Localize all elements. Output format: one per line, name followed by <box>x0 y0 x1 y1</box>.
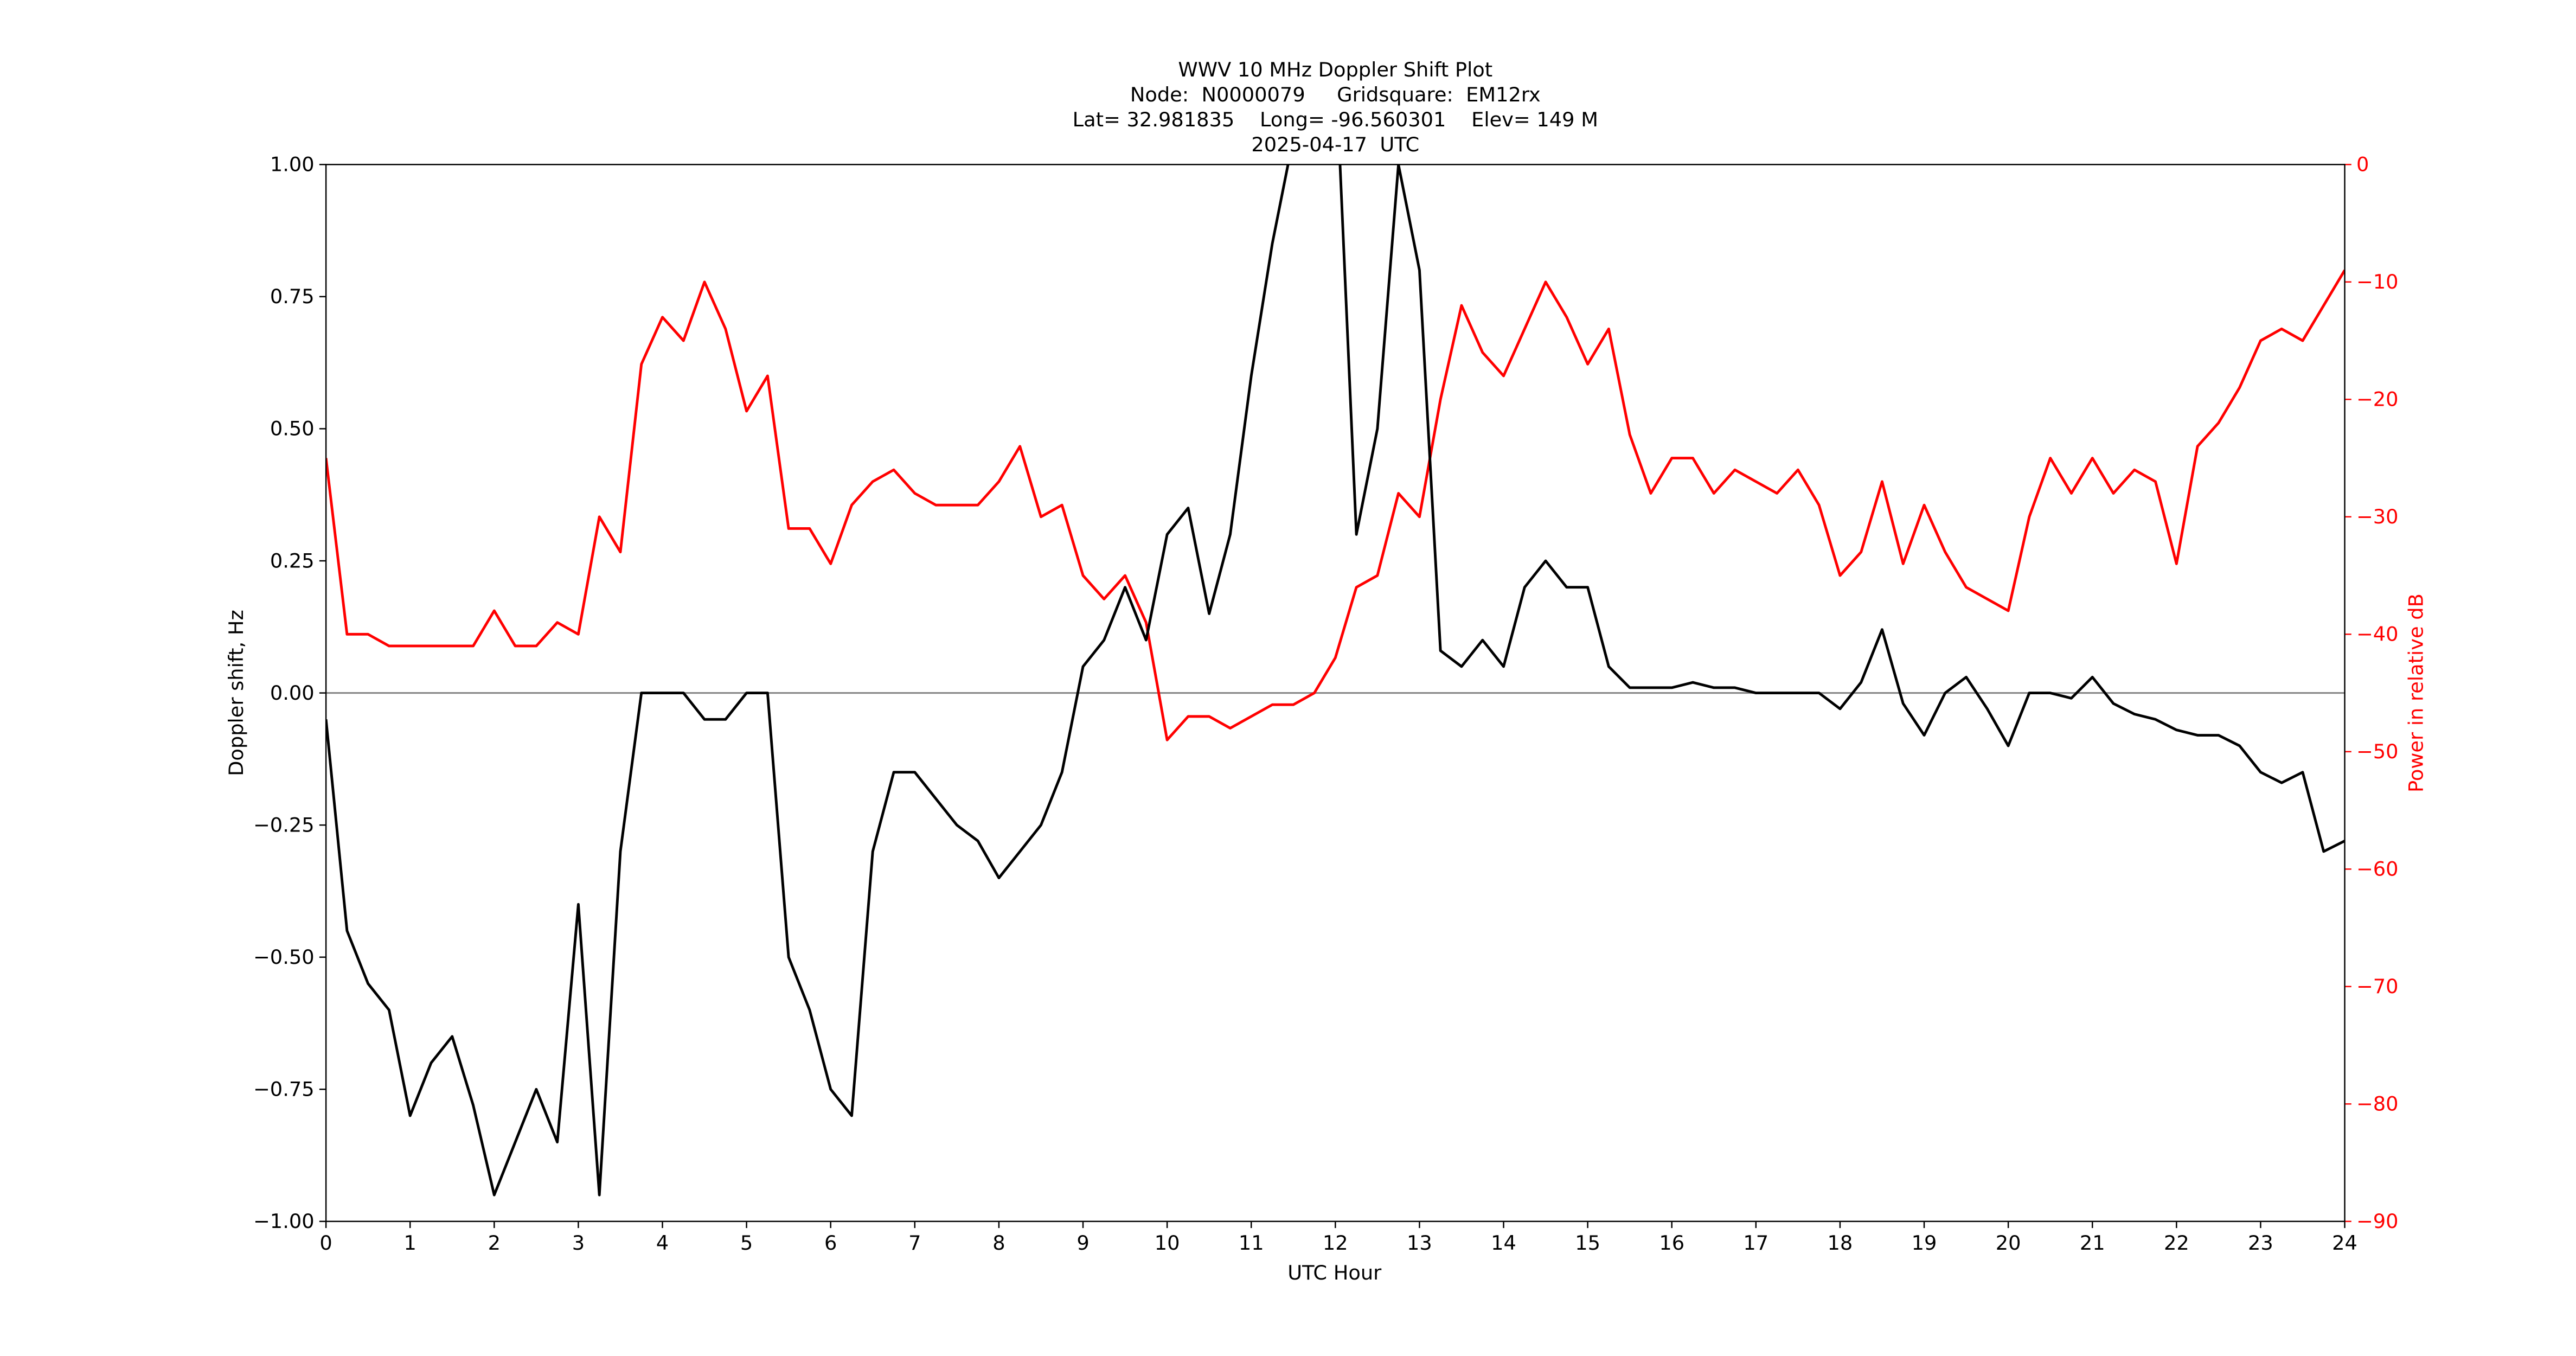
x-tick-label: 3 <box>572 1231 585 1255</box>
y-tick-label: 0.25 <box>270 549 315 572</box>
x-tick-label: 2 <box>488 1231 501 1255</box>
y2-tick-label: −80 <box>2356 1092 2399 1116</box>
y-tick-label: −0.25 <box>253 813 315 836</box>
x-tick-label: 11 <box>1239 1231 1264 1255</box>
chart-title: 2025-04-17 UTC <box>1251 133 1419 156</box>
x-tick-label: 6 <box>824 1231 837 1255</box>
x-tick-label: 24 <box>2332 1231 2357 1255</box>
x-tick-label: 4 <box>656 1231 669 1255</box>
x-tick-label: 15 <box>1575 1231 1600 1255</box>
x-tick-label: 8 <box>992 1231 1005 1255</box>
chart-title: WWV 10 MHz Doppler Shift Plot <box>1178 58 1492 81</box>
x-tick-label: 20 <box>1996 1231 2021 1255</box>
data-line <box>326 164 2345 1197</box>
y2-tick-label: −60 <box>2356 858 2399 881</box>
chart-title: Node: N0000079 Gridsquare: EM12rx <box>1130 83 1541 106</box>
x-tick-label: 5 <box>740 1231 753 1255</box>
data-line <box>326 269 2345 741</box>
x-tick-label: 1 <box>404 1231 416 1255</box>
y2-tick-label: −20 <box>2356 388 2399 411</box>
x-tick-label: 10 <box>1155 1231 1180 1255</box>
x-tick-label: 17 <box>1743 1231 1768 1255</box>
y-tick-label: 0.00 <box>270 681 315 705</box>
x-tick-label: 22 <box>2164 1231 2189 1255</box>
x-tick-label: 14 <box>1491 1231 1516 1255</box>
y-tick-label: 0.75 <box>270 285 315 308</box>
x-tick-label: 9 <box>1076 1231 1089 1255</box>
x-tick-label: 13 <box>1407 1231 1432 1255</box>
x-tick-label: 0 <box>319 1231 332 1255</box>
x-tick-label: 19 <box>1912 1231 1937 1255</box>
x-tick-label: 18 <box>1828 1231 1853 1255</box>
y2-tick-label: 0 <box>2356 153 2369 176</box>
y2-tick-label: −50 <box>2356 740 2399 763</box>
y2-tick-label: −90 <box>2356 1210 2399 1233</box>
plot-area <box>326 164 2345 1197</box>
y-tick-label: −0.75 <box>253 1078 315 1101</box>
x-tick-label: 21 <box>2080 1231 2105 1255</box>
y-tick-label: 0.50 <box>270 417 315 440</box>
y2-tick-label: −40 <box>2356 623 2399 646</box>
y2-tick-label: −70 <box>2356 975 2399 998</box>
y-tick-label: 1.00 <box>270 153 315 176</box>
chart-title: Lat= 32.981835 Long= -96.560301 Elev= 14… <box>1073 108 1598 131</box>
y-tick-label: −0.50 <box>253 945 315 969</box>
y2-tick-label: −10 <box>2356 270 2399 293</box>
x-tick-label: 16 <box>1659 1231 1684 1255</box>
x-tick-label: 7 <box>908 1231 921 1255</box>
x-axis-label: UTC Hour <box>1287 1261 1382 1284</box>
y-axis-label: Doppler shift, Hz <box>225 610 248 776</box>
plot-frame <box>325 164 2346 1223</box>
y2-axis-label: Power in relative dB <box>2405 593 2428 792</box>
x-tick-label: 12 <box>1323 1231 1348 1255</box>
x-tick-label: 23 <box>2248 1231 2273 1255</box>
y2-tick-label: −30 <box>2356 505 2399 528</box>
y-tick-label: −1.00 <box>253 1210 315 1233</box>
